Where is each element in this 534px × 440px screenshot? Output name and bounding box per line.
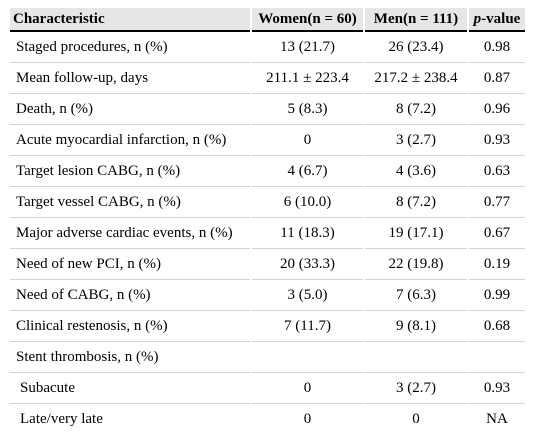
men-value: 9 (8.1) (365, 311, 467, 342)
row-label: Major adverse cardiac events, n (%) (10, 218, 250, 249)
p-value: 0.77 (469, 187, 525, 218)
men-value: 8 (7.2) (365, 187, 467, 218)
men-value: 26 (23.4) (365, 32, 467, 63)
men-value (365, 342, 467, 373)
row-label: Target lesion CABG, n (%) (10, 156, 250, 187)
p-value: 0.93 (469, 373, 525, 404)
header-p-rest: -value (481, 10, 521, 27)
row-label: Staged procedures, n (%) (10, 32, 250, 63)
row-label: Target vessel CABG, n (%) (10, 187, 250, 218)
p-value: 0.68 (469, 311, 525, 342)
row-label: Subacute (10, 373, 250, 404)
men-value: 4 (3.6) (365, 156, 467, 187)
p-value: 0.63 (469, 156, 525, 187)
table-row: Death, n (%) 5 (8.3) 8 (7.2) 0.96 (10, 94, 525, 125)
men-value: 8 (7.2) (365, 94, 467, 125)
table-row: Staged procedures, n (%) 13 (21.7) 26 (2… (10, 32, 525, 63)
table-row: Target vessel CABG, n (%) 6 (10.0) 8 (7.… (10, 187, 525, 218)
table-row: Late/very late 0 0 NA (10, 404, 525, 434)
row-label: Stent thrombosis, n (%) (10, 342, 250, 373)
header-p-italic: p (473, 10, 482, 27)
men-value: 3 (2.7) (365, 373, 467, 404)
men-value: 0 (412, 410, 420, 427)
women-value: 0 (252, 373, 363, 404)
women-value: 5 (8.3) (252, 94, 363, 125)
row-label: Need of new PCI, n (%) (10, 249, 250, 280)
row-label: Mean follow-up, days (10, 63, 250, 94)
p-value: 0.93 (469, 125, 525, 156)
p-value: 0.87 (469, 63, 525, 94)
women-value: 13 (21.7) (252, 32, 363, 63)
row-label: Need of CABG, n (%) (10, 280, 250, 311)
p-value: 0.19 (469, 249, 525, 280)
table-row: Stent thrombosis, n (%) (10, 342, 525, 373)
p-value: 0.67 (469, 218, 525, 249)
header-men: Men(n = 111) (365, 8, 467, 32)
table-row: Major adverse cardiac events, n (%) 11 (… (10, 218, 525, 249)
women-value: 11 (18.3) (252, 218, 363, 249)
women-value: 0 (252, 125, 363, 156)
p-value: 0.98 (469, 32, 525, 63)
table-row: Need of new PCI, n (%) 20 (33.3) 22 (19.… (10, 249, 525, 280)
women-value (252, 342, 363, 373)
row-label: Clinical restenosis, n (%) (10, 311, 250, 342)
women-value: 6 (10.0) (252, 187, 363, 218)
table-row: Target lesion CABG, n (%) 4 (6.7) 4 (3.6… (10, 156, 525, 187)
p-value (469, 342, 525, 373)
header-p-value: p-value (469, 8, 525, 32)
row-label: Late/very late (20, 410, 103, 427)
men-value: 217.2 ± 238.4 (365, 63, 467, 94)
women-value: 7 (11.7) (252, 311, 363, 342)
header-row: Characteristic Women(n = 60) Men(n = 111… (10, 8, 525, 32)
p-value: 0.96 (469, 94, 525, 125)
men-value: 22 (19.8) (365, 249, 467, 280)
header-women: Women(n = 60) (252, 8, 363, 32)
women-value: 20 (33.3) (252, 249, 363, 280)
women-value: 3 (5.0) (252, 280, 363, 311)
table-row: Clinical restenosis, n (%) 7 (11.7) 9 (8… (10, 311, 525, 342)
table-row: Acute myocardial infarction, n (%) 0 3 (… (10, 125, 525, 156)
p-value: 0.99 (469, 280, 525, 311)
women-value: 4 (6.7) (252, 156, 363, 187)
men-value: 3 (2.7) (365, 125, 467, 156)
men-value: 19 (17.1) (365, 218, 467, 249)
outcomes-table: Characteristic Women(n = 60) Men(n = 111… (8, 8, 527, 434)
women-value: 0 (303, 410, 312, 427)
men-value: 7 (6.3) (365, 280, 467, 311)
p-value: NA (486, 410, 508, 427)
row-label: Death, n (%) (10, 94, 250, 125)
table-row: Subacute 0 3 (2.7) 0.93 (10, 373, 525, 404)
row-label: Acute myocardial infarction, n (%) (10, 125, 250, 156)
header-characteristic: Characteristic (10, 8, 250, 32)
table-row: Need of CABG, n (%) 3 (5.0) 7 (6.3) 0.99 (10, 280, 525, 311)
table-row: Mean follow-up, days 211.1 ± 223.4 217.2… (10, 63, 525, 94)
women-value: 211.1 ± 223.4 (252, 63, 363, 94)
